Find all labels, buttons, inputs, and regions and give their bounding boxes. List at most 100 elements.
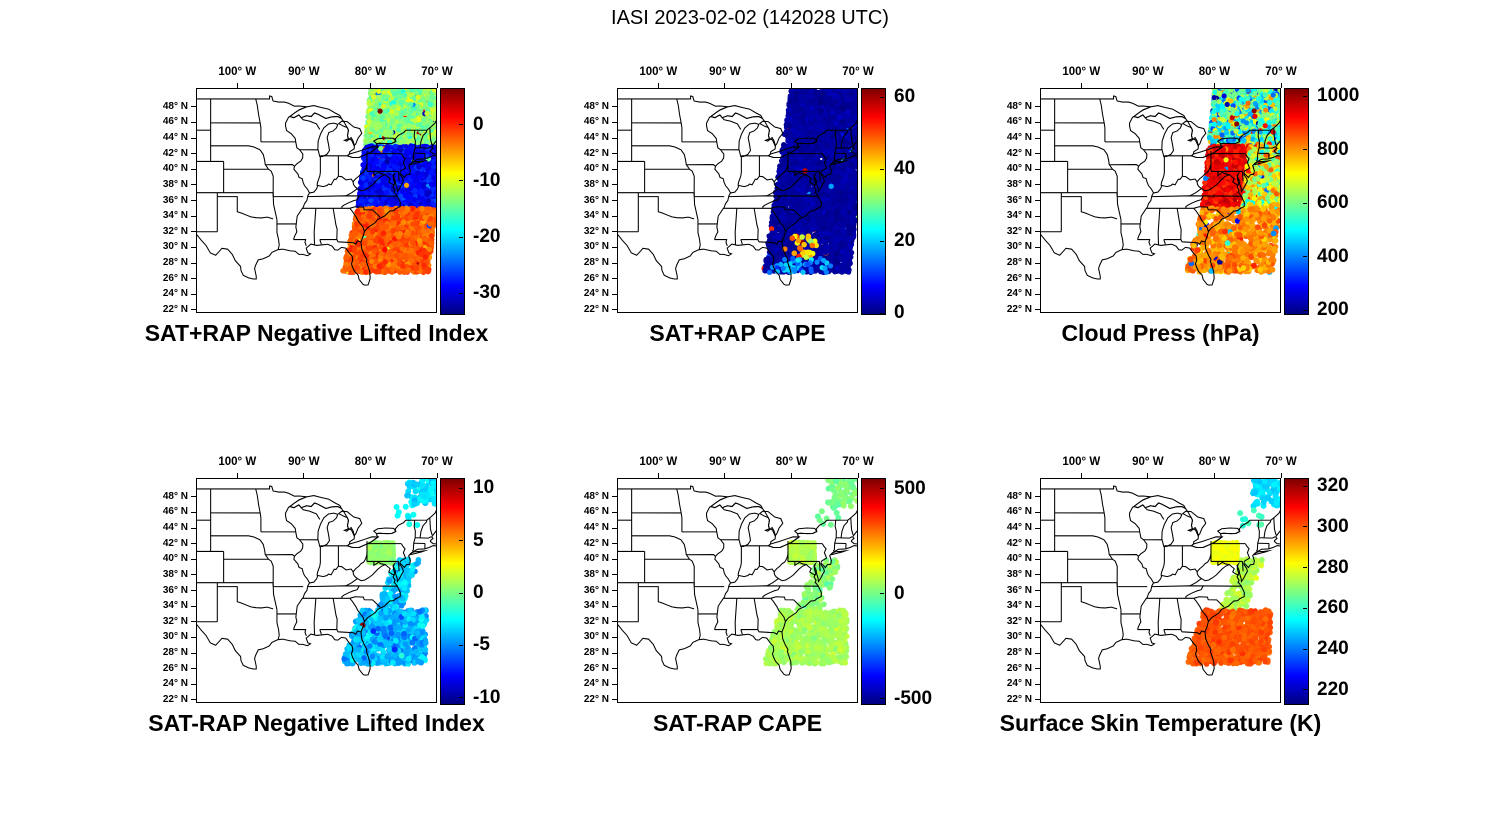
colorbar-tick-mark	[1303, 607, 1307, 609]
lon-tick-mark	[1213, 473, 1215, 478]
lat-tick-label: 44° N	[1006, 522, 1032, 533]
lat-tick-mark	[612, 278, 617, 280]
lat-tick-mark	[612, 652, 617, 654]
lon-tick-label: 100° W	[218, 66, 257, 78]
lat-tick-label: 34° N	[583, 600, 609, 612]
lon-tick-mark	[303, 83, 305, 88]
lon-tick-label: 100° W	[1062, 456, 1101, 468]
panel-title-cloud-press-hpa: Cloud Press (hPa)	[1061, 320, 1260, 346]
lat-tick-label: 30° N	[1006, 631, 1032, 643]
colorbar-tick-mark	[459, 180, 463, 182]
lat-tick-mark	[191, 527, 196, 529]
lon-tick-mark	[1280, 473, 1282, 478]
colorbar-tick-label: 20	[894, 230, 916, 251]
colorbar-tick-label: 260	[1317, 597, 1349, 619]
lat-tick-label: 42° N	[162, 147, 188, 159]
lat-tick-mark	[1035, 699, 1040, 701]
lat-tick-label: 36° N	[162, 194, 188, 206]
lat-tick-mark	[191, 231, 196, 233]
colorbar-tick-mark	[459, 236, 463, 238]
lat-tick-label: 40° N	[162, 163, 188, 175]
lat-tick-mark	[612, 153, 617, 155]
lat-tick-label: 40° N	[162, 553, 188, 565]
colorbar-tick-label: 280	[1317, 556, 1349, 578]
lon-tick-label: 100° W	[639, 456, 678, 468]
colorbar-tick-label: 5	[473, 529, 484, 551]
colorbar-tick-label: 300	[1317, 515, 1349, 537]
map-canvas-sat-rap-negative-lifted-index	[196, 88, 437, 313]
lat-tick-label: 34° N	[1006, 210, 1032, 222]
colorbar-tick-label: 220	[1317, 678, 1349, 700]
lat-tick-label: 42° N	[1006, 537, 1032, 549]
lat-tick-label: 48° N	[1006, 100, 1032, 112]
lat-tick-label: 42° N	[1006, 147, 1032, 159]
lon-tick-mark	[1147, 473, 1149, 478]
panel-title-sat-rap-negative-lifted-index: SAT-RAP Negative Lifted Index	[148, 710, 485, 736]
lon-tick-mark	[790, 83, 792, 88]
lon-tick-mark	[369, 83, 371, 88]
map-canvas-surface-skin-temperature-k	[1040, 478, 1281, 703]
lat-tick-label: 36° N	[1006, 584, 1032, 596]
colorbar-tick-label: 0	[894, 302, 905, 323]
lat-tick-mark	[1035, 668, 1040, 670]
lat-tick-label: 24° N	[162, 288, 188, 300]
colorbar-tick-label: -5	[473, 634, 490, 656]
lat-tick-label: 46° N	[162, 116, 188, 128]
lon-tick-label: 100° W	[218, 456, 257, 468]
lat-tick-mark	[191, 215, 196, 217]
colorbar-surface-skin-temperature-k	[1284, 478, 1309, 705]
lat-tick-mark	[1035, 590, 1040, 591]
lon-tick-mark	[236, 473, 238, 478]
lat-tick-mark	[1035, 231, 1040, 233]
lat-tick-label: 48° N	[1006, 490, 1032, 502]
lat-tick-label: 46° N	[162, 506, 188, 518]
lon-tick-mark	[1080, 473, 1082, 478]
colorbar-tick-mark	[880, 488, 884, 489]
lat-tick-mark	[612, 121, 617, 123]
lat-tick-label: 26° N	[162, 272, 188, 284]
lat-tick-mark	[191, 699, 196, 701]
lat-tick-mark	[1035, 511, 1040, 513]
lat-tick-label: 46° N	[583, 116, 609, 128]
lat-tick-label: 22° N	[583, 303, 609, 315]
lon-tick-label: 100° W	[1062, 66, 1101, 78]
lat-tick-label: 38° N	[162, 178, 188, 190]
colorbar-tick-mark	[1303, 202, 1307, 204]
lat-tick-mark	[1035, 652, 1040, 654]
lat-tick-label: 38° N	[162, 568, 188, 580]
lon-tick-label: 70° W	[1265, 66, 1297, 78]
lat-tick-mark	[191, 652, 196, 654]
lat-tick-label: 36° N	[583, 194, 609, 206]
lat-tick-label: 26° N	[1006, 272, 1032, 284]
lat-tick-mark	[612, 527, 617, 529]
lat-tick-label: 42° N	[583, 147, 609, 159]
lat-tick-mark	[612, 605, 617, 607]
lon-tick-mark	[657, 83, 659, 88]
colorbar-tick-mark	[1303, 567, 1307, 569]
lon-tick-label: 90° W	[1132, 456, 1164, 468]
colorbar-tick-mark	[459, 540, 463, 542]
lat-tick-label: 22° N	[1006, 303, 1032, 315]
lon-tick-label: 70° W	[842, 66, 874, 78]
lat-tick-mark	[1035, 496, 1040, 498]
lat-tick-mark	[191, 309, 196, 311]
lat-tick-mark	[191, 590, 196, 591]
lon-tick-label: 90° W	[709, 456, 741, 468]
lat-tick-label: 36° N	[583, 584, 609, 596]
lon-tick-label: 80° W	[1198, 66, 1231, 78]
colorbar-tick-label: 320	[1317, 475, 1349, 497]
lat-tick-label: 24° N	[162, 678, 188, 690]
lat-tick-label: 38° N	[583, 568, 609, 580]
lat-tick-mark	[191, 121, 196, 123]
lat-tick-mark	[191, 683, 196, 685]
lat-tick-label: 48° N	[162, 490, 188, 502]
lat-tick-label: 30° N	[162, 241, 188, 253]
panel-title-sat-rap-negative-lifted-index: SAT+RAP Negative Lifted Index	[144, 320, 489, 346]
lat-tick-mark	[612, 558, 617, 560]
lat-tick-label: 36° N	[162, 584, 188, 596]
lon-tick-mark	[857, 83, 859, 88]
colorbar-tick-label: 0	[894, 582, 905, 604]
lat-tick-mark	[612, 543, 617, 545]
lat-tick-label: 46° N	[1006, 506, 1032, 518]
lat-tick-mark	[1035, 543, 1040, 545]
